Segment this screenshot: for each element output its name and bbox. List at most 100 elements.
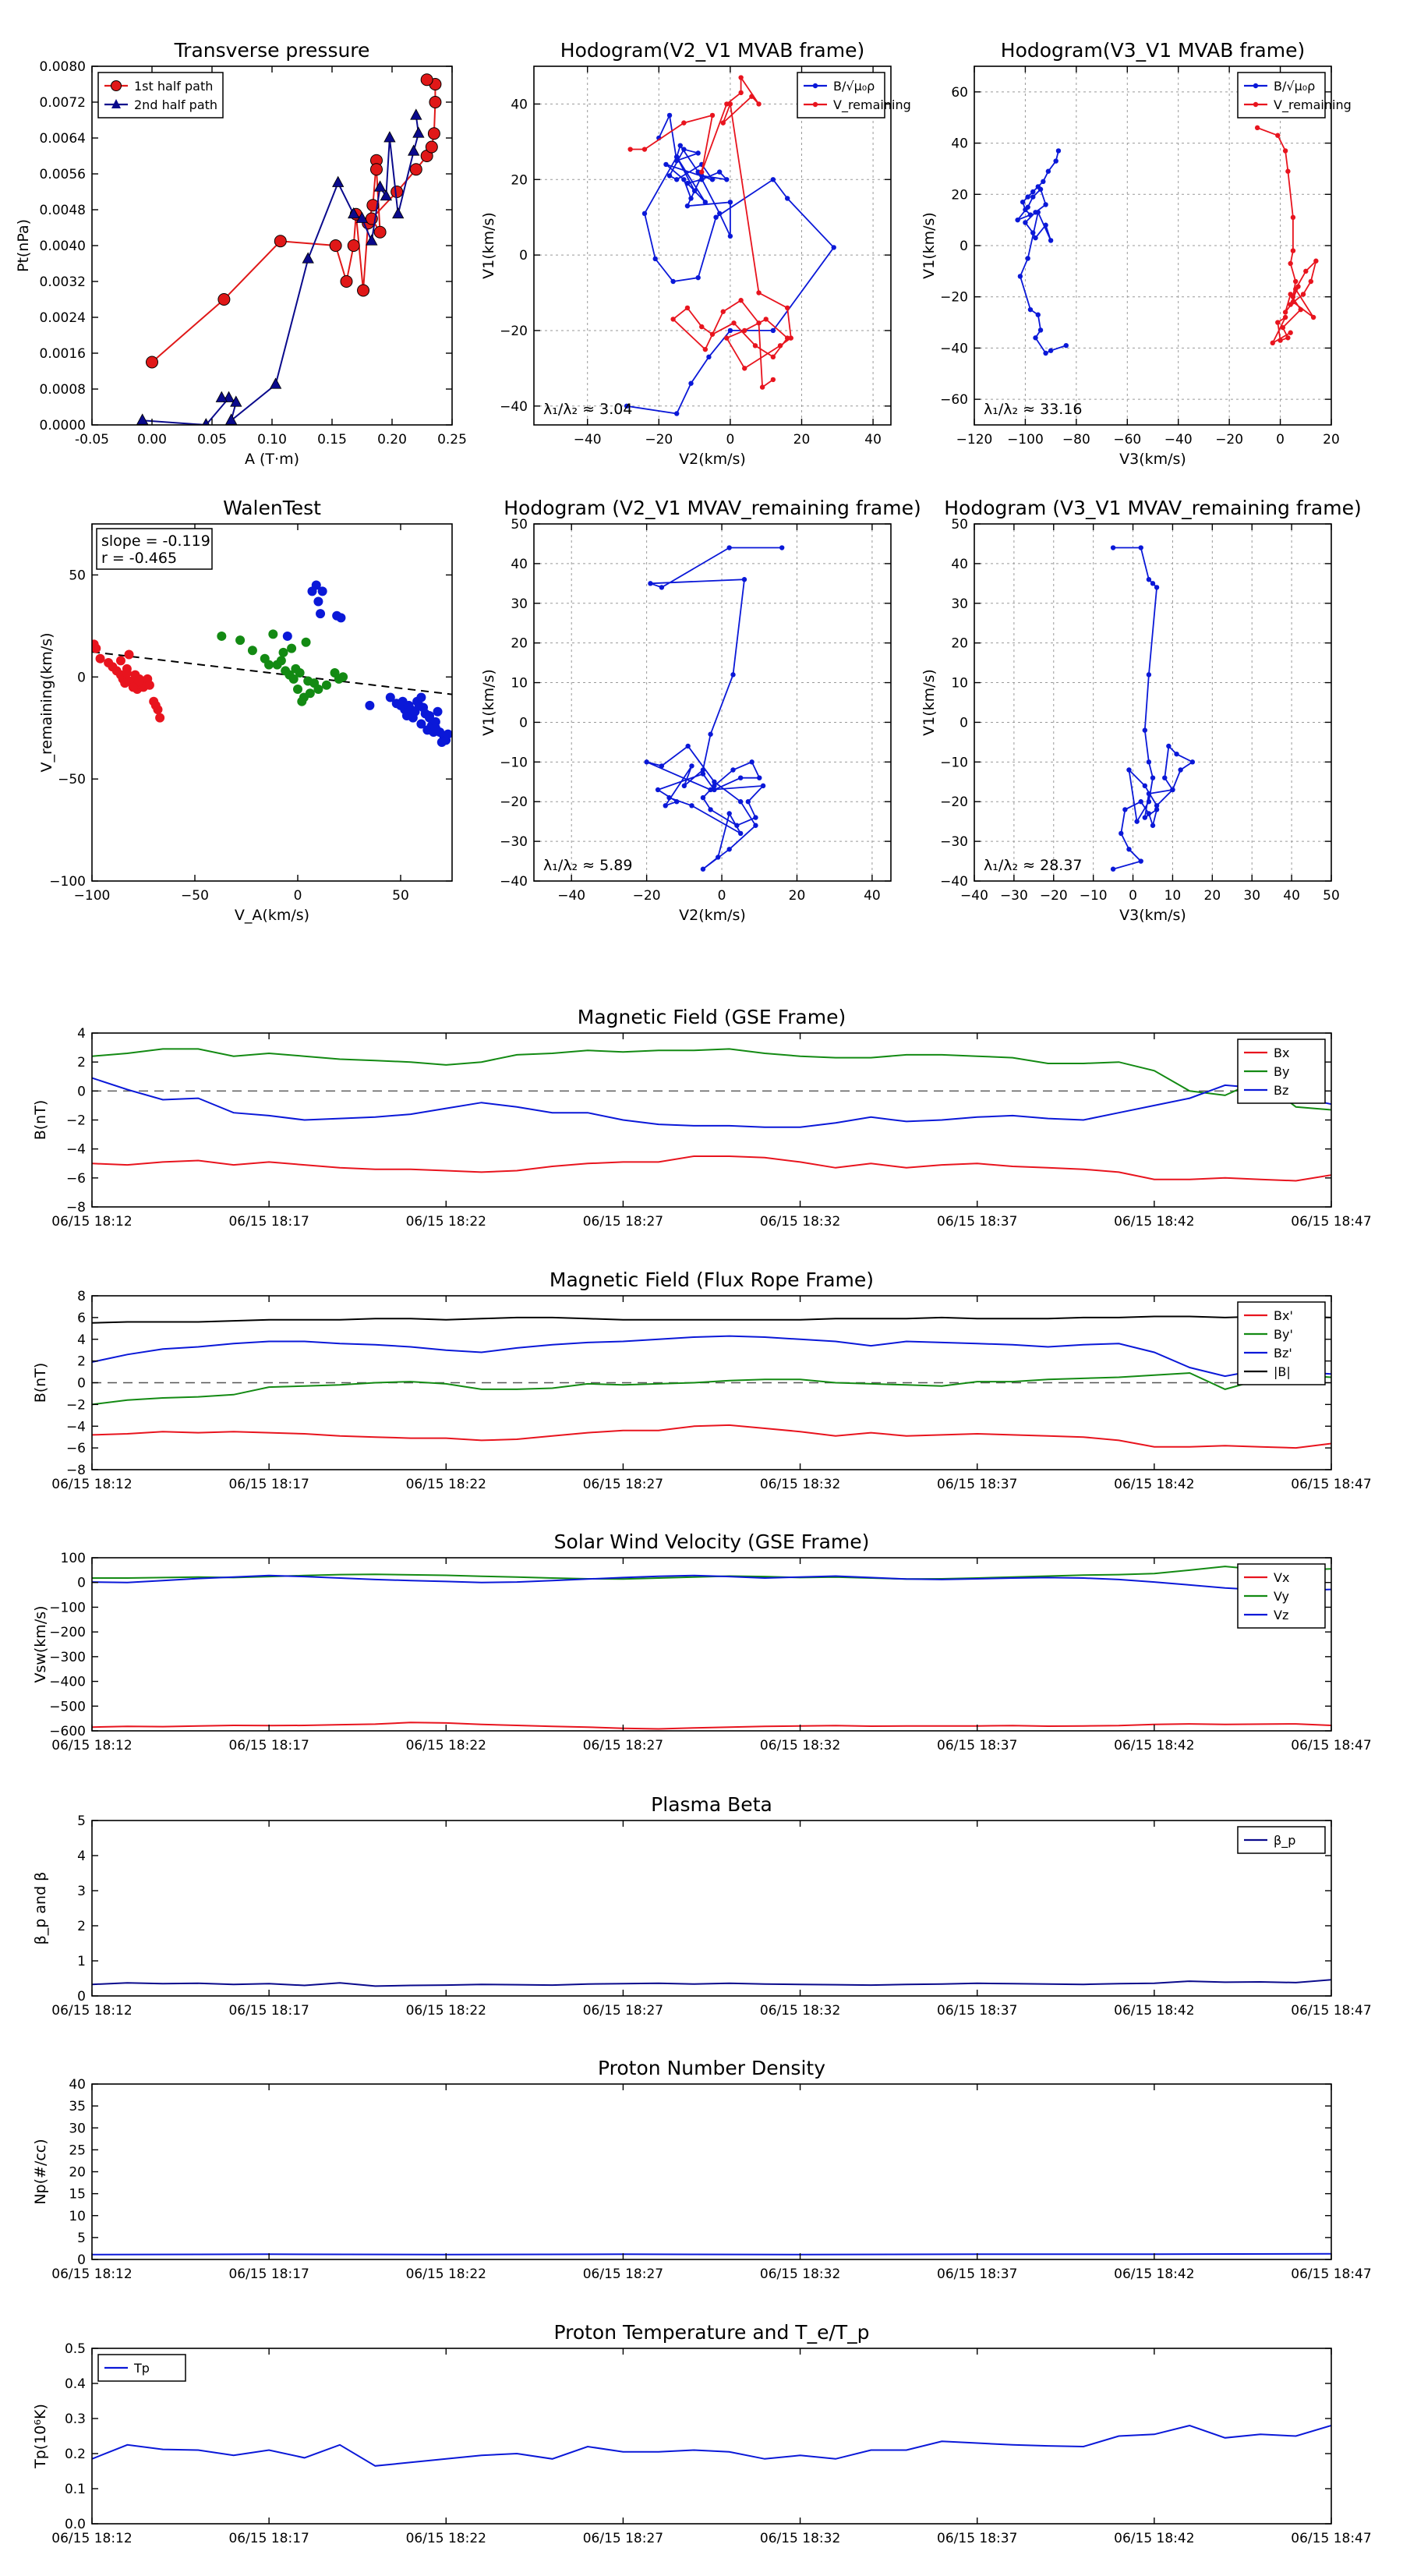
y-tick-label: −300	[49, 1650, 86, 1665]
data-point	[652, 256, 658, 262]
data-point	[409, 163, 422, 176]
y-tick-label: 0.5	[65, 2341, 86, 2357]
series-1	[217, 629, 348, 706]
y-tick-label: 4	[77, 1026, 86, 1042]
data-point	[681, 177, 687, 182]
y-tick-label: 10	[69, 2209, 86, 2224]
data-point	[720, 309, 726, 314]
data-point	[1119, 830, 1124, 837]
x-tick-label: 06/15 18:42	[1114, 1738, 1194, 1753]
data-point	[1293, 278, 1299, 285]
data-point	[727, 200, 733, 205]
data-point	[1134, 819, 1140, 824]
data-point	[1282, 148, 1288, 154]
data-point	[770, 377, 776, 383]
legend-marker	[812, 101, 818, 108]
chart-plasma-beta: 06/15 18:12 06/15 18:17 06/15 18:22 06/15 1…	[32, 1793, 1372, 2019]
x-tick-label: −30	[1000, 888, 1028, 904]
legend: Bx' By' Bz' |B|	[1237, 1301, 1326, 1385]
data-point	[340, 275, 353, 288]
data-point	[317, 586, 327, 596]
data-point	[1293, 286, 1299, 292]
data-point	[770, 177, 776, 182]
y-tick-label: 20	[511, 636, 528, 652]
series-line	[92, 1335, 1331, 1378]
data-point	[1030, 230, 1036, 235]
series-line	[92, 1566, 1331, 1580]
data-point	[695, 274, 701, 281]
data-point	[688, 196, 694, 201]
eigenvalue-ratio-annotation: λ₁/λ₂ ≈ 3.04	[543, 401, 632, 418]
x-axis-label: A (T·m)	[245, 451, 299, 468]
data-point	[655, 787, 661, 793]
legend: Tp	[97, 2354, 186, 2382]
data-point	[443, 729, 452, 739]
x-tick-label: −20	[1215, 432, 1243, 448]
data-point	[1138, 545, 1143, 550]
legend-label: 1st half path	[134, 79, 213, 94]
data-point	[699, 177, 705, 182]
data-point	[1037, 186, 1044, 192]
data-point	[1055, 148, 1062, 154]
data-point	[777, 343, 783, 349]
data-point	[1290, 248, 1296, 253]
x-axis-label: V2(km/s)	[679, 451, 746, 468]
data-point	[202, 418, 210, 425]
data-point	[412, 126, 425, 138]
data-point	[1048, 348, 1054, 353]
y-tick-label: −2	[66, 1397, 86, 1413]
chart-hodogram-v3-v1-mvav: −40 −30 −20 −10 0 10 20 30 40 50 −40 −30 −20 −10 0 10 20…	[921, 497, 1362, 924]
y-tick-label: −30	[500, 834, 528, 850]
data-point	[753, 823, 758, 828]
y-tick-label: 3	[77, 1884, 86, 1899]
y-tick-label: 50	[951, 517, 968, 533]
x-axis-label: V3(km/s)	[1119, 907, 1186, 924]
chart-transverse-pressure: -0.05 0.00 0.05 0.10 0.15 0.20 0.25 0.0000 0.000…	[15, 39, 467, 468]
x-tick-label: −100	[74, 888, 111, 904]
data-point	[1035, 312, 1041, 317]
data-point	[720, 120, 726, 126]
data-point	[1025, 194, 1030, 200]
data-point	[1015, 217, 1020, 223]
x-tick-label: 06/15 18:22	[406, 1214, 486, 1230]
data-point	[757, 775, 762, 780]
y-tick-label: −40	[940, 341, 968, 356]
data-point	[713, 214, 719, 220]
data-point	[348, 207, 360, 219]
y-tick-label: −20	[500, 324, 528, 339]
series-0	[1110, 545, 1196, 872]
data-point	[666, 794, 672, 801]
data-point	[663, 803, 668, 809]
x-tick-label: 0	[294, 888, 302, 904]
y-axis-label: V1(km/s)	[921, 212, 938, 279]
data-point	[1166, 743, 1172, 749]
data-point	[1142, 727, 1148, 733]
y-tick-label: 6	[77, 1311, 86, 1326]
data-point	[699, 173, 705, 179]
x-tick-label: −100	[1007, 432, 1044, 448]
legend-label: V_remaining	[1274, 97, 1352, 113]
data-point	[427, 127, 440, 140]
data-point	[424, 713, 434, 723]
series-0	[92, 639, 165, 723]
data-point	[702, 346, 709, 352]
data-point	[700, 767, 706, 773]
data-point	[1025, 256, 1030, 261]
x-tick-label: 06/15 18:27	[583, 1214, 663, 1230]
data-point	[742, 327, 747, 334]
chart-title: Plasma Beta	[651, 1793, 772, 1816]
plot-frame	[91, 1820, 1332, 1997]
series-line	[646, 547, 783, 870]
data-point	[784, 335, 790, 341]
data-point	[1298, 306, 1303, 313]
data-point	[224, 413, 238, 425]
data-point	[429, 96, 442, 108]
legend-marker	[111, 80, 122, 91]
series-line	[92, 1371, 1331, 1406]
y-tick-label: 4	[77, 1332, 86, 1348]
data-point	[681, 147, 687, 152]
data-point	[1154, 807, 1160, 812]
data-point	[712, 787, 717, 793]
chart-title: Hodogram(V3_V1 MVAB frame)	[1001, 39, 1305, 62]
chart-title: Proton Temperature and T_e/T_p	[553, 2321, 869, 2344]
